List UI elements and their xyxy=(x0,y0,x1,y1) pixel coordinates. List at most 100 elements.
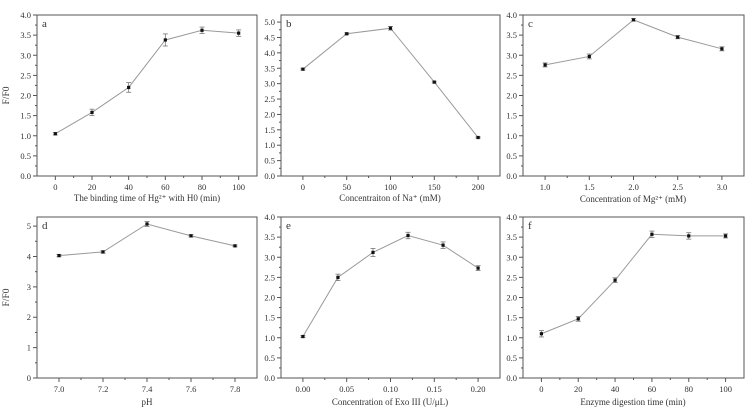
y-tick-label: 0 xyxy=(27,373,31,383)
y-tick-label: 4.0 xyxy=(506,212,517,222)
data-point xyxy=(189,234,193,238)
y-tick-label: 3.5 xyxy=(506,30,517,40)
data-point xyxy=(543,63,547,67)
y-tick-label: 3.0 xyxy=(506,252,517,262)
x-tick-label: 100 xyxy=(719,384,732,394)
panel-letter: c xyxy=(528,18,533,30)
x-tick-label: 7.4 xyxy=(142,384,153,394)
y-tick-label: 4.0 xyxy=(20,10,31,20)
data-point xyxy=(388,26,393,30)
data-point xyxy=(613,278,617,282)
y-tick-label: 0.5 xyxy=(264,156,275,166)
data-point xyxy=(539,332,544,336)
x-tick-label: 40 xyxy=(124,182,133,192)
x-axis-label: Enzyme digestion time (min) xyxy=(580,397,685,407)
x-tick-label: 3.0 xyxy=(717,182,728,192)
data-point xyxy=(336,275,340,279)
y-tick-label: 1.5 xyxy=(20,111,31,121)
y-tick-label: 3.0 xyxy=(264,79,275,89)
y-tick-label: 0.0 xyxy=(506,171,517,181)
data-point xyxy=(145,222,149,226)
x-axis-label: The binding time of Hg²⁺ with H0 (min) xyxy=(74,193,220,203)
y-tick-label: 2.5 xyxy=(264,272,275,282)
panel-letter: b xyxy=(286,18,292,30)
y-tick-label: 3.5 xyxy=(264,63,275,73)
data-point xyxy=(301,67,305,71)
y-tick-label: 2 xyxy=(27,312,31,322)
x-tick-label: 0.20 xyxy=(471,384,486,394)
x-axis-label: Concentration of Mg²⁺ (mM) xyxy=(580,194,686,204)
data-point xyxy=(476,135,480,140)
y-axis-label: F/F0 xyxy=(2,86,12,104)
x-axis-label: Concentration of Exo III (U/μL) xyxy=(332,397,448,407)
plot-frame xyxy=(36,216,258,379)
x-tick-label: 40 xyxy=(611,384,620,394)
x-tick-label: 0 xyxy=(301,182,305,192)
panel-b: 0.0 0.5 1.0 1.5 2.0 2.5 3.0 3.5 4.0 4.5 5.0 0 50 100 1… xyxy=(264,14,501,203)
data-point xyxy=(631,18,636,22)
panel-f: 0.0 0.5 1.0 1.5 2.0 2.5 3.0 3.5 4.0 0 20 40 60 80 100 E… xyxy=(506,212,745,407)
data-point xyxy=(371,250,375,255)
x-tick-label: 1.5 xyxy=(584,182,595,192)
data-point xyxy=(406,233,410,238)
y-tick-label: 1.0 xyxy=(506,131,517,141)
y-tick-label: 2.5 xyxy=(506,272,517,282)
y-tick-label: 4.0 xyxy=(264,212,275,222)
plot-frame xyxy=(36,14,258,177)
panel-d: 0 1 2 3 4 5 7.0 7.2 7.4 7.6 7.8 pH F/F0 d xyxy=(2,216,258,407)
data-point xyxy=(476,266,480,270)
y-tick-label: 2.5 xyxy=(506,70,517,80)
x-axis-label: pH xyxy=(142,397,154,407)
y-tick-label: 3.0 xyxy=(20,50,31,60)
data-point xyxy=(237,31,241,35)
x-tick-label: 0 xyxy=(539,384,543,394)
y-tick-label: 0.0 xyxy=(20,171,31,181)
x-tick-label: 0.10 xyxy=(383,384,398,394)
x-tick-label: 20 xyxy=(574,384,583,394)
data-point xyxy=(687,234,691,238)
y-tick-label: 1.5 xyxy=(506,313,517,323)
panel-letter: e xyxy=(286,220,291,232)
x-tick-label: 2.0 xyxy=(628,182,639,192)
x-tick-label: 80 xyxy=(685,384,694,394)
x-tick-label: 200 xyxy=(472,182,485,192)
data-point xyxy=(345,32,349,36)
y-tick-label: 2.5 xyxy=(20,70,31,80)
x-tick-label: 2.5 xyxy=(672,182,683,192)
data-point xyxy=(301,334,305,339)
data-point xyxy=(127,85,131,90)
y-tick-label: 1.0 xyxy=(506,333,517,343)
plot-frame xyxy=(280,216,501,379)
x-tick-label: 0 xyxy=(53,182,57,192)
y-tick-label: 5 xyxy=(27,221,31,231)
series-line xyxy=(302,27,479,138)
series-line xyxy=(545,19,723,66)
panel-e: 0.0 0.5 1.0 1.5 2.0 2.5 3.0 3.5 4.0 0.00 0.05 0.10 0… xyxy=(264,212,501,407)
y-tick-label: 3 xyxy=(27,282,31,292)
panel-letter: f xyxy=(528,220,532,232)
data-point xyxy=(233,244,237,248)
x-tick-label: 20 xyxy=(88,182,97,192)
x-tick-label: 7.8 xyxy=(230,384,241,394)
data-point xyxy=(576,317,580,321)
y-tick-label: 2.0 xyxy=(264,109,275,119)
x-tick-label: 7.0 xyxy=(54,384,65,394)
panel-c: 0.0 0.5 1.0 1.5 2.0 2.5 3.0 3.5 4.0 1.0 1.5 2.0 2.5 3… xyxy=(506,10,745,204)
y-tick-label: 4.0 xyxy=(264,48,275,58)
y-tick-label: 1.0 xyxy=(20,131,31,141)
data-point xyxy=(587,54,591,59)
x-tick-label: 1.0 xyxy=(540,182,551,192)
x-tick-label: 7.6 xyxy=(186,384,197,394)
y-tick-label: 2.0 xyxy=(506,293,517,303)
x-tick-label: 60 xyxy=(648,384,657,394)
data-point xyxy=(53,132,57,136)
series-line xyxy=(541,233,726,335)
plot-frame xyxy=(522,216,745,379)
data-point xyxy=(57,253,61,258)
plot-frame xyxy=(280,14,501,177)
y-tick-label: 0.0 xyxy=(506,373,517,383)
x-tick-label: 0.05 xyxy=(339,384,354,394)
y-tick-label: 3.0 xyxy=(264,252,275,262)
y-tick-label: 1.5 xyxy=(506,111,517,121)
